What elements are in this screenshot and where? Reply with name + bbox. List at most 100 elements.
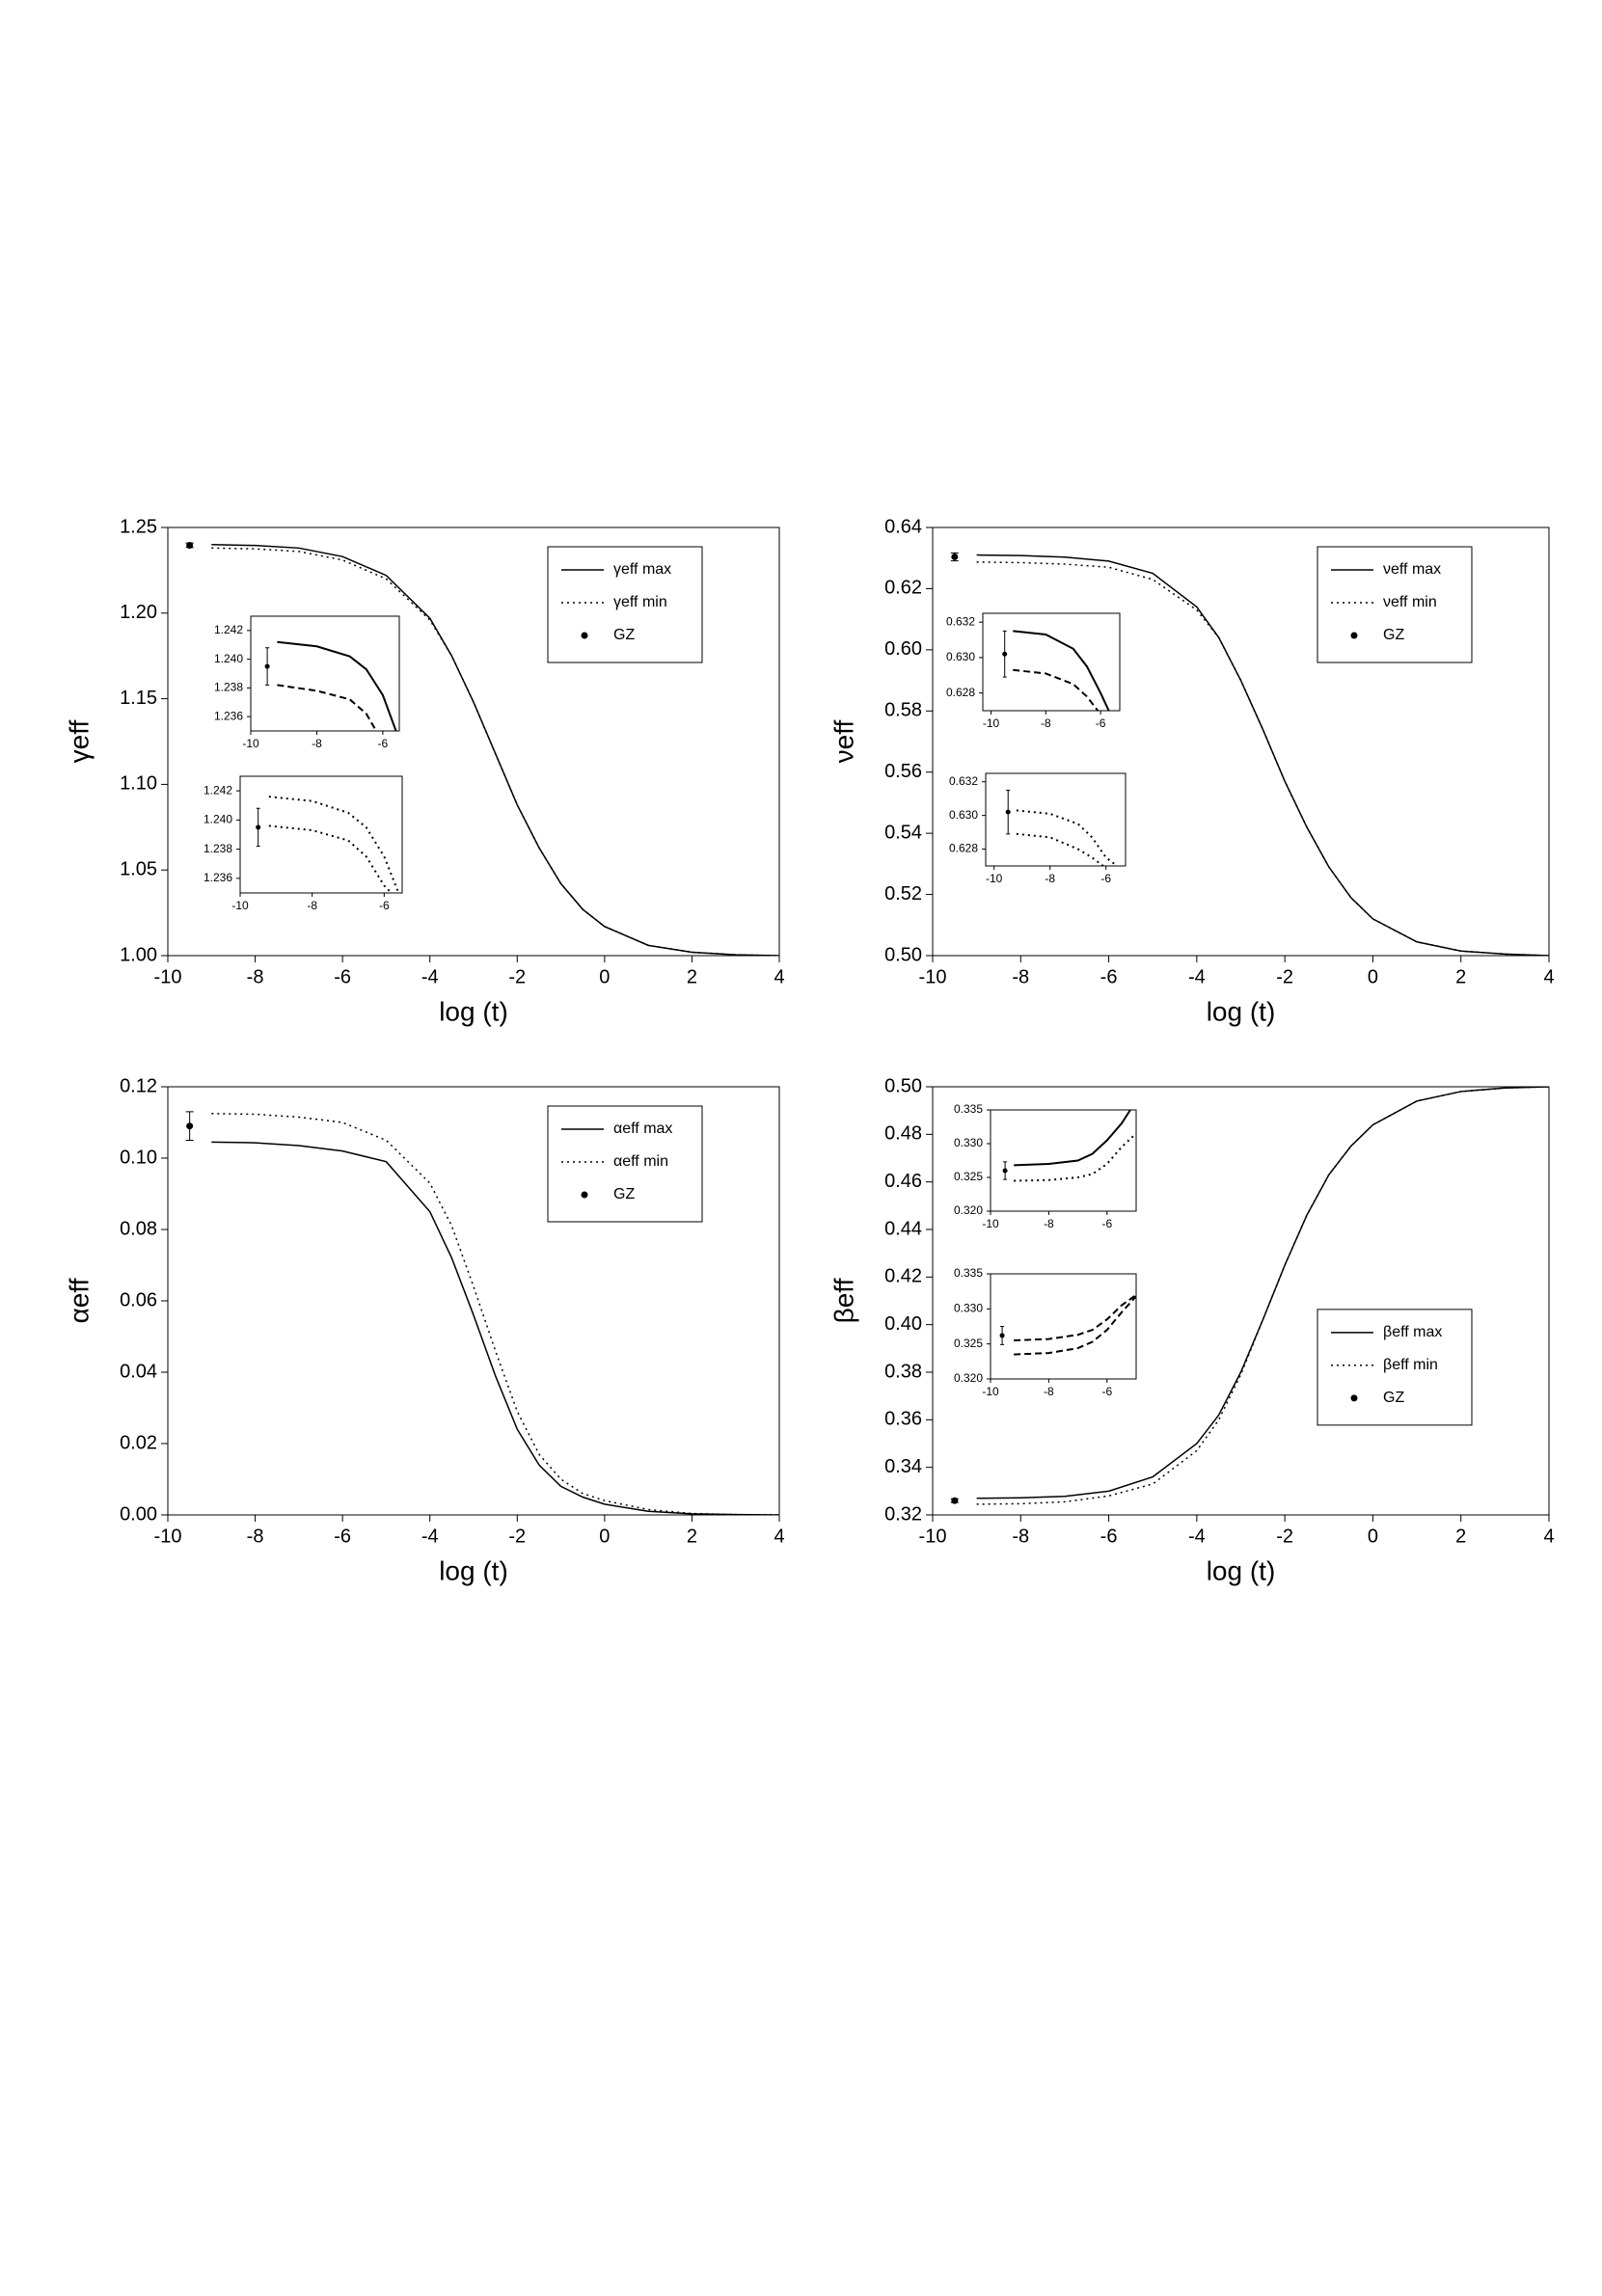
y-tick-label: 0.38 [884,1361,922,1382]
gz-point [186,541,194,549]
legend-box [1317,546,1473,663]
y-tick-label: 0.12 [120,1075,157,1096]
plot-area [1016,809,1118,866]
x-tick-label: 0 [1368,966,1378,987]
x-tick-label: -10 [982,1217,999,1230]
legend-label: αeff max [613,1121,672,1137]
y-tick-label: 1.240 [214,652,243,665]
legend-label: GZ [613,1186,635,1202]
x-tick-label: -6 [379,899,390,912]
y-tick-label: 0.04 [120,1361,157,1382]
legend-label: βeff min [1383,1357,1438,1373]
x-tick-label: 0 [1368,1526,1378,1547]
y-tick-label: 0.325 [954,1337,983,1350]
x-tick-label: -6 [1100,1526,1118,1547]
x-tick-label: -8 [1044,1385,1054,1398]
y-tick-label: 0.40 [884,1313,922,1335]
y-tick-label: 0.50 [884,944,922,965]
curve [1014,1110,1131,1167]
y-tick-label: 0.10 [120,1147,157,1168]
y-tick-label: 0.320 [954,1203,983,1217]
plot-area [268,796,400,893]
curve [1014,1132,1136,1182]
y-tick-label: 0.628 [946,686,975,699]
y-tick-label: 0.630 [946,650,975,663]
x-tick-label: -8 [247,1526,264,1547]
y-tick-label: 0.34 [884,1456,922,1477]
y-tick-label: 0.325 [954,1170,983,1183]
gz-point [1005,809,1011,815]
plot-frame [239,775,403,894]
x-tick-label: -10 [983,716,1000,730]
y-tick-label: 1.242 [204,783,232,797]
x-tick-label: 4 [774,1526,784,1547]
y-tick-label: 0.335 [954,1102,983,1116]
y-tick-label: 1.05 [120,858,157,879]
y-tick-label: 0.335 [954,1266,983,1280]
curve [1013,668,1100,711]
y-tick-label: 1.15 [120,688,157,709]
legend-box [1317,1309,1473,1426]
y-tick-label: 1.236 [204,871,232,884]
y-tick-label: 0.08 [120,1218,157,1239]
x-tick-label: 2 [687,1526,697,1547]
x-tick-label: -6 [1096,716,1106,730]
x-tick-label: -6 [1101,1385,1112,1398]
y-tick-label: 0.48 [884,1123,922,1145]
x-tick-label: -10 [231,899,249,912]
x-tick-label: -6 [1100,966,1118,987]
curve [1014,1295,1136,1356]
x-tick-label: 0 [599,966,610,987]
x-tick-label: -2 [1276,1526,1293,1547]
legend-label: GZ [1383,1390,1404,1406]
y-tick-label: 0.630 [949,808,978,822]
y-tick-label: 0.60 [884,638,922,660]
curve [211,1113,779,1515]
gz-point [1002,651,1008,657]
legend-label: GZ [613,627,635,643]
x-tick-label: -6 [334,1526,351,1547]
curve [1013,630,1110,711]
y-tick-label: 1.240 [204,813,232,826]
y-tick-label: 0.632 [949,774,978,788]
x-tick-label: 4 [1543,966,1554,987]
gz-point [1002,1168,1008,1174]
legend-label: GZ [1383,627,1404,643]
y-tick-label: 1.25 [120,516,157,537]
x-tick-label: -10 [154,1526,182,1547]
legend-label: αeff min [613,1153,668,1170]
y-tick-label: 1.20 [120,602,157,623]
x-tick-label: -6 [334,966,351,987]
x-tick-label: 2 [1455,1526,1466,1547]
y-tick-label: 0.320 [954,1371,983,1385]
x-tick-label: -8 [1044,1217,1054,1230]
y-tick-label: 0.628 [949,842,978,855]
legend-dot [1350,632,1358,639]
x-tick-label: -10 [982,1385,999,1398]
x-tick-label: 2 [687,966,697,987]
x-tick-label: 2 [1455,966,1466,987]
plot-frame [990,1109,1137,1212]
legend-box [547,546,703,663]
curve [268,824,393,893]
x-tick-label: -10 [919,1526,947,1547]
x-tick-label: -2 [1276,966,1293,987]
y-tick-label: 0.64 [884,516,922,537]
y-tick-label: 1.10 [120,773,157,795]
curve [976,554,1549,956]
y-tick-label: 0.32 [884,1503,922,1525]
plot-frame [250,615,400,732]
plot-area [1013,630,1110,711]
y-tick-label: 1.238 [214,681,243,694]
curve [277,640,397,731]
x-tick-label: -2 [508,966,526,987]
plot-frame [990,1273,1137,1380]
gz-point [951,553,959,560]
x-axis-label: log (t) [1207,1555,1276,1585]
legend-dot [581,632,588,639]
x-tick-label: -8 [1045,872,1055,885]
x-tick-label: -6 [1101,1217,1112,1230]
gz-point [951,1497,959,1504]
plot-frame [985,772,1127,867]
